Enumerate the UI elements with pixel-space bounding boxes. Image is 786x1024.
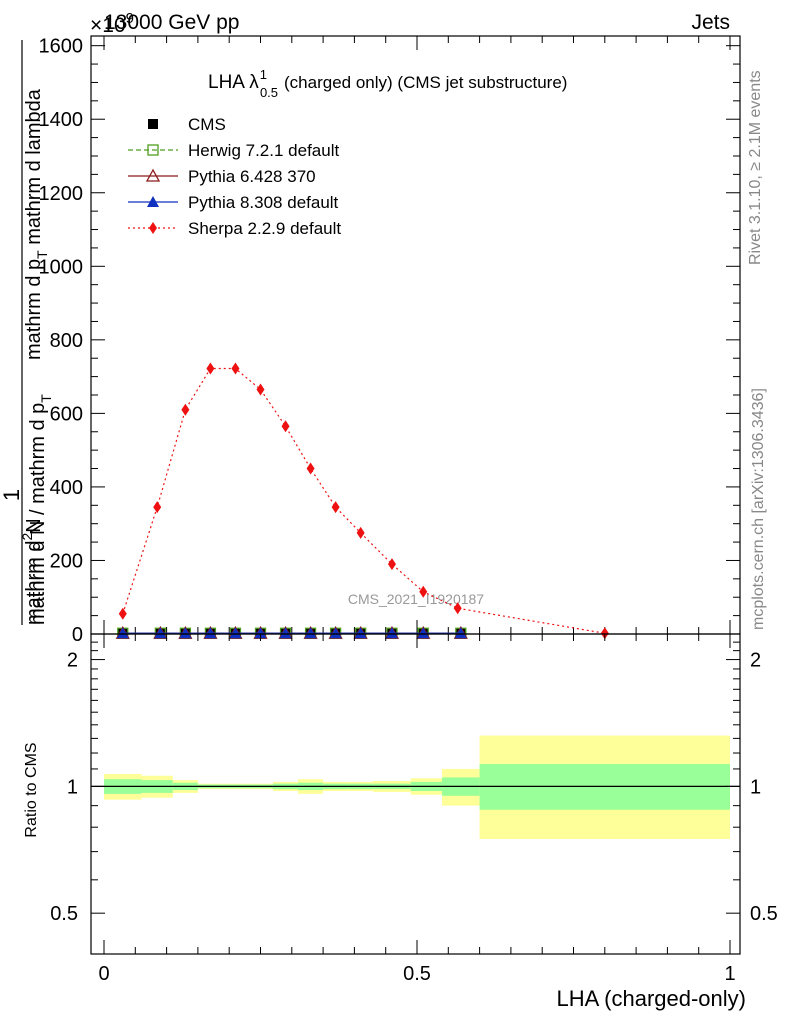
y-tick-label: 600: [50, 403, 83, 425]
series-layer: [115, 362, 609, 640]
data-point: [153, 501, 162, 514]
y-tick-label: 1400: [39, 109, 84, 131]
ratio-y-tick-label-right: 0.5: [750, 903, 778, 925]
header-right-label: Jets: [691, 11, 730, 34]
x-tick-label: 0: [98, 963, 109, 985]
x-tick-label: 1: [724, 963, 735, 985]
data-point: [331, 501, 340, 514]
y-exponent-label: ×109: [90, 10, 134, 37]
legend-label: Herwig 7.2.1 default: [188, 141, 339, 160]
data-point: [304, 627, 317, 639]
legend-label: Pythia 6.428 370: [188, 167, 316, 186]
y-label-denominator: mathrm d N / mathrm d pT: [27, 394, 54, 625]
legend-item: Pythia 6.428 370: [128, 167, 316, 186]
legend-label: CMS: [188, 115, 226, 134]
data-point: [204, 627, 217, 639]
y-tick-label: 200: [50, 550, 83, 572]
y-tick-label: 400: [50, 477, 83, 499]
legend-item: Herwig 7.2.1 default: [128, 141, 339, 160]
data-point: [600, 627, 609, 640]
data-point: [231, 362, 240, 375]
ratio-y-tick-label: 0.5: [50, 903, 78, 925]
main-panel: 0 200 400 600 800 1000 1200 1400 1600 CMS_2021_I…: [39, 35, 741, 646]
data-point: [385, 627, 398, 639]
ratio-frame: [90, 633, 741, 955]
ratio-y-tick-label: 1: [67, 776, 78, 798]
main-y-axis-label: 1 mathrm d2N mathrm d pT mathrm d lambda: [0, 40, 50, 625]
y-tick-label: 1600: [39, 36, 84, 58]
ratio-panel: 0.5 0.51 12 2 0 0.5 1: [50, 633, 778, 985]
rivet-version-label: Rivet 3.1.10, ≥ 2.1M events: [747, 70, 764, 265]
data-point: [145, 168, 161, 182]
data-point: [329, 627, 342, 639]
legend-label: Pythia 8.308 default: [188, 193, 339, 212]
ratio-y-axis: 0.5 0.5 1 1 2 2: [50, 641, 778, 955]
data-point: [154, 627, 167, 639]
data-point: [148, 119, 158, 129]
data-point: [279, 627, 292, 639]
ratio-y-axis-label: Ratio to CMS: [23, 742, 40, 837]
data-point: [256, 383, 265, 396]
watermark-label: CMS_2021_I1920187: [348, 591, 484, 607]
header-left-label: 13000 GeV pp: [104, 11, 239, 34]
data-point: [179, 627, 192, 639]
data-point: [147, 196, 159, 207]
data-point: [118, 607, 127, 620]
plot-title: LHA λ1 0.5(charged only) (CMS jet substru…: [208, 67, 567, 100]
series-sherpa-2-2-9-default: [118, 362, 609, 640]
y-tick-label: 0: [72, 624, 83, 646]
series-pythia-8-308-default: [116, 627, 467, 639]
ratio-bands: [104, 735, 730, 840]
legend-item: CMS: [148, 115, 226, 134]
data-point: [354, 627, 367, 639]
legend-item: Pythia 8.308 default: [128, 193, 339, 212]
data-point: [229, 627, 242, 639]
ratio-y-tick-label-right: 1: [750, 776, 761, 798]
y-label-prefix: 1: [0, 489, 24, 501]
ratio-y-tick-label: 2: [67, 650, 78, 672]
data-point: [417, 627, 430, 639]
data-point: [356, 526, 365, 539]
main-y-axis: 0 200 400 600 800 1000 1200 1400 1600: [39, 36, 740, 646]
data-point: [147, 144, 159, 156]
data-point: [181, 403, 190, 416]
y-label-numerator-rest: mathrm d pT mathrm d lambda: [23, 88, 50, 360]
legend-item: Sherpa 2.2.9 default: [128, 219, 341, 238]
x-axis-label: LHA (charged-only): [556, 986, 746, 1011]
mcplots-label: mcplots.cern.ch [arXiv:1306.3436]: [750, 388, 767, 630]
x-axis: 0 0.5 1: [98, 634, 736, 985]
data-point: [116, 627, 129, 639]
y-label-numerator: mathrm d2N: [19, 518, 45, 625]
legend-label: Sherpa 2.2.9 default: [188, 219, 341, 238]
y-tick-label: 800: [50, 330, 83, 352]
data-point: [419, 585, 428, 598]
y-tick-label: 1000: [39, 256, 84, 278]
data-point: [387, 558, 396, 571]
data-point: [281, 420, 290, 433]
data-point: [453, 602, 462, 615]
data-point: [306, 462, 315, 475]
series-line: [122, 367, 605, 634]
data-point: [254, 627, 267, 639]
data-point: [206, 362, 215, 375]
y-tick-label: 1200: [39, 183, 84, 205]
data-point: [149, 222, 157, 234]
ratio-y-tick-label-right: 2: [750, 650, 761, 672]
legend: CMS Herwig 7.2.1 default Pythia 6.428 370 P…: [128, 115, 341, 238]
x-tick-label: 0.5: [403, 963, 431, 985]
main-x-axis-ticks: [103, 36, 731, 634]
data-point: [454, 627, 467, 639]
